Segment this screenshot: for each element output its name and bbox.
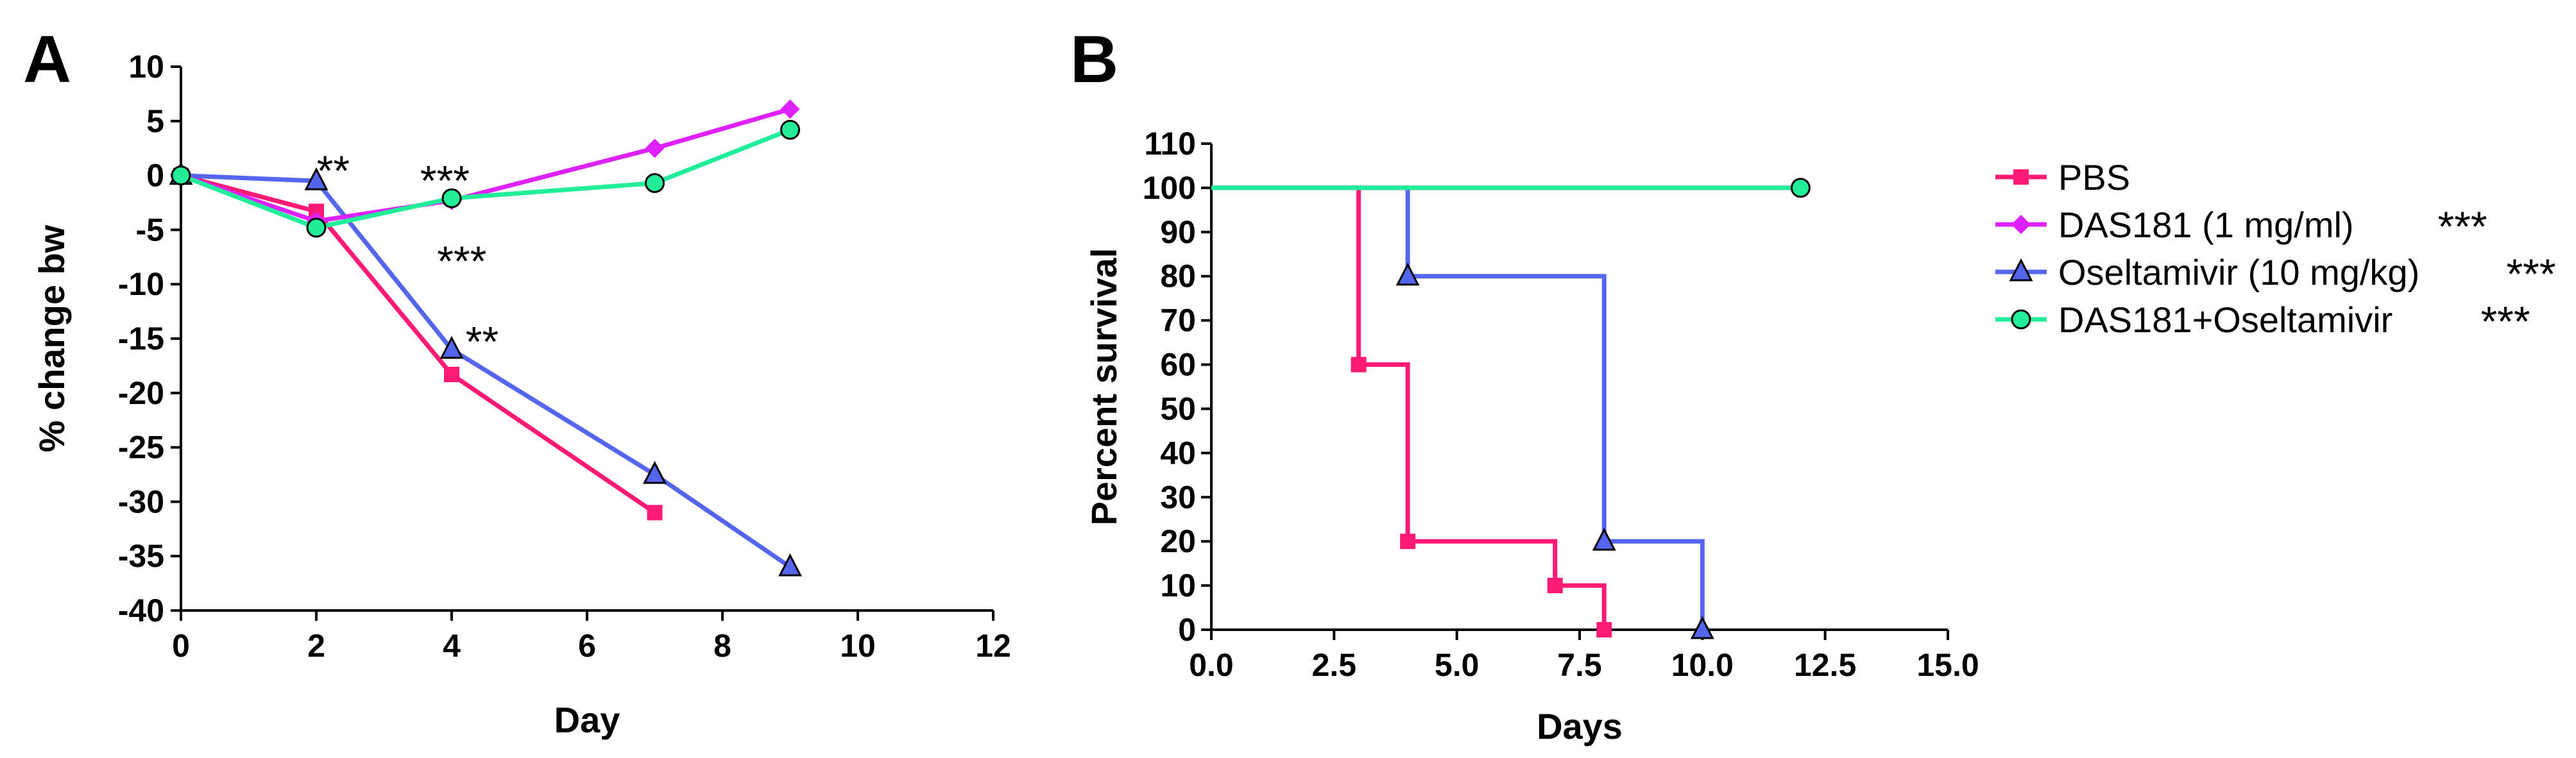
data-point-a [778, 553, 802, 577]
y-tick-label: 70 [1160, 303, 1196, 339]
legend-marker [2011, 215, 2031, 234]
series-line-a [180, 173, 792, 569]
x-tick-label: 15.0 [1916, 647, 1979, 683]
data-point-a [647, 505, 663, 521]
data-point-a [306, 217, 327, 238]
legend-marker [2013, 169, 2029, 185]
x-axis-title: Days [1537, 706, 1623, 746]
y-tick-label: -25 [118, 430, 164, 466]
data-point-b [1790, 178, 1811, 198]
y-tick-label: 10 [1160, 568, 1196, 603]
data-point-b [1690, 616, 1714, 639]
y-tick-label: -5 [136, 212, 164, 248]
y-tick-label: 90 [1160, 214, 1196, 250]
legend-label: DAS181+Oseltamivir [2058, 299, 2393, 340]
x-tick-label: 8 [713, 628, 731, 664]
legend-label: DAS181 (1 mg/ml) [2058, 205, 2354, 245]
x-tick-label: 2 [307, 628, 325, 664]
x-tick-label: 5.0 [1435, 647, 1480, 683]
y-tick-label: 60 [1160, 347, 1196, 383]
data-point-a [439, 335, 464, 359]
y-tick-label: 40 [1160, 435, 1196, 471]
y-tick-label: 0 [146, 158, 164, 194]
data-point-a [444, 366, 459, 382]
data-point-a [780, 99, 800, 119]
legend-marker [2009, 258, 2033, 282]
x-tick-label: 12.5 [1794, 647, 1856, 683]
legend: PBS DAS181 (1 mg/ml) *** Oseltamivir (10 mg… [1995, 157, 2556, 345]
y-tick-label: -20 [118, 375, 164, 411]
x-tick-label: 0 [172, 628, 190, 664]
series-line-a [180, 173, 656, 515]
data-point-b [1351, 357, 1367, 373]
significance-annotation: *** [437, 237, 486, 285]
y-axis-title: % change bw [31, 224, 72, 452]
y-tick-label: -30 [118, 484, 164, 519]
data-point-a [304, 167, 328, 190]
significance-annotation: ** [466, 317, 499, 365]
x-tick-label: 10.0 [1671, 647, 1734, 683]
y-tick-label: 80 [1160, 258, 1196, 294]
legend-significance: *** [2437, 203, 2487, 250]
panel-a-letter: A [23, 22, 71, 97]
data-point-b [1592, 527, 1616, 551]
y-tick-label: 10 [128, 49, 164, 85]
x-tick-label: 4 [443, 628, 461, 664]
x-tick-label: 2.5 [1312, 647, 1357, 683]
y-tick-label: 0 [1178, 612, 1196, 648]
data-point-b [1400, 534, 1416, 550]
data-point-a [171, 165, 191, 186]
y-tick-label: 5 [146, 103, 164, 139]
significance-annotation: ** [317, 147, 350, 194]
data-point-a [780, 119, 800, 140]
x-tick-label: 0.0 [1189, 647, 1234, 683]
y-tick-label: -15 [118, 321, 164, 357]
legend-marker [2011, 309, 2031, 330]
legend-label: Oseltamivir (10 mg/kg) [2058, 252, 2419, 292]
data-point-b [1596, 622, 1612, 637]
significance-annotation: *** [420, 156, 470, 204]
y-axis-title: Percent survival [1084, 248, 1124, 526]
data-point-a [645, 173, 665, 193]
y-tick-label: -35 [118, 538, 164, 574]
data-point-b [1395, 262, 1420, 286]
legend-significance: *** [2506, 250, 2555, 298]
y-tick-label: 20 [1160, 523, 1196, 559]
x-tick-label: 7.5 [1557, 647, 1602, 683]
legend-significance: *** [2480, 298, 2530, 345]
survival-step-line [1211, 185, 1705, 630]
legend-label: PBS [2058, 157, 2130, 198]
x-tick-label: 10 [840, 628, 876, 664]
panel-b-letter: B [1070, 22, 1118, 97]
data-point-a [645, 139, 665, 158]
y-tick-label: 100 [1143, 170, 1196, 206]
y-tick-label: 50 [1160, 391, 1196, 426]
y-tick-label: 30 [1160, 479, 1196, 515]
data-point-a [643, 460, 667, 484]
y-tick-label: 110 [1144, 126, 1196, 162]
data-point-b [1547, 578, 1563, 594]
x-axis-title: Day [554, 700, 620, 740]
y-tick-label: -10 [118, 266, 164, 302]
y-tick-label: -40 [118, 593, 164, 628]
x-tick-label: 6 [578, 628, 596, 664]
data-point-a [441, 188, 462, 208]
x-tick-label: 12 [975, 628, 1011, 664]
